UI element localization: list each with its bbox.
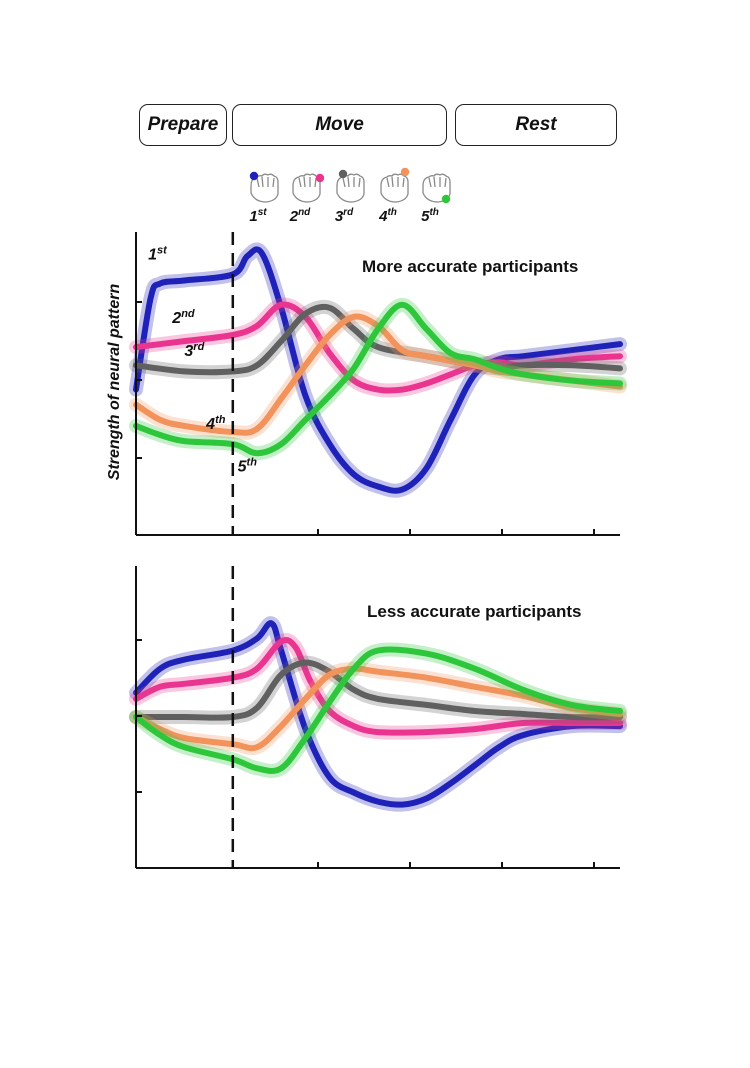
series-2-line — [133, 637, 623, 736]
y-axis-label: Strength of neural pattern — [106, 284, 123, 481]
panel-title: More accurate participants — [362, 257, 578, 276]
finger-dot — [315, 173, 325, 183]
hand-icon — [292, 173, 321, 203]
finger-dot — [400, 167, 410, 177]
legend-label: 4th — [378, 207, 397, 225]
legend-label: 3rd — [335, 207, 354, 225]
series-label-1: 1st — [148, 244, 168, 263]
legend-label: 5th — [421, 207, 439, 225]
hand-icon — [250, 173, 279, 203]
legend-item-5: 5th — [421, 173, 451, 225]
finger-dot — [338, 169, 348, 179]
legend-item-1: 1st — [249, 171, 279, 225]
series-4-line — [133, 665, 623, 752]
series-layer — [129, 242, 627, 498]
hand-icon — [336, 173, 365, 203]
legend-label: 1st — [249, 207, 267, 225]
series-5-line — [133, 301, 623, 457]
panel-more-accurate: Strength of neural pattern More accurate… — [106, 232, 627, 536]
finger-legend: 1st 2nd 3rd 4th 5th — [249, 167, 451, 225]
series-label-3: 3rd — [184, 341, 204, 360]
series-5-line — [133, 646, 623, 774]
phase-prepare: Prepare — [139, 104, 227, 146]
series-3-line — [133, 303, 623, 376]
series-label-2: 2nd — [171, 308, 195, 327]
hand-icon — [380, 173, 409, 203]
finger-dot — [441, 194, 451, 204]
panel-less-accurate: Less accurate participants — [129, 566, 627, 869]
legend-item-4: 4th — [378, 167, 410, 225]
legend-item-3: 3rd — [335, 169, 365, 225]
finger-dot — [249, 171, 259, 181]
phase-move: Move — [232, 104, 447, 146]
hand-icon — [422, 173, 451, 203]
panel-title: Less accurate participants — [367, 602, 581, 621]
legend-item-2: 2nd — [289, 173, 325, 225]
legend-label: 2nd — [289, 207, 311, 225]
series-label-5: 5th — [238, 456, 258, 475]
series-2-line — [133, 301, 623, 394]
series-layer — [129, 616, 627, 812]
phase-rest: Rest — [455, 104, 617, 146]
axes — [135, 232, 620, 536]
axes — [135, 566, 620, 869]
